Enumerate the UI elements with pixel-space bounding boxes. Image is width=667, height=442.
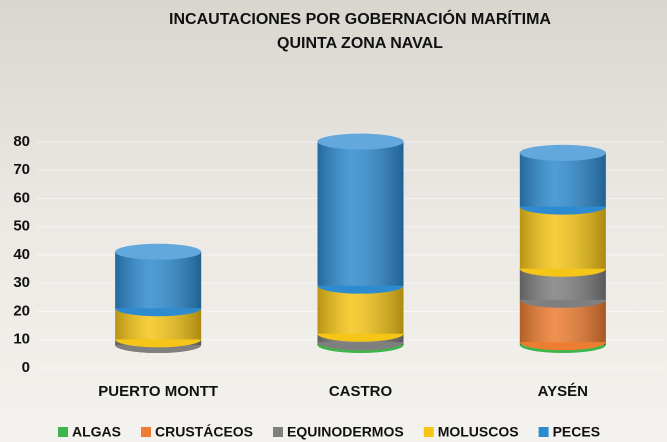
- cylinder-segment: [519, 206, 606, 277]
- cylinder-segment: [317, 285, 404, 342]
- cylinder-segment: [519, 152, 606, 215]
- cylinder-top-light: [317, 133, 404, 150]
- bar-shade: [519, 152, 606, 207]
- cylinder-top: [519, 144, 606, 161]
- bar-shade: [115, 251, 202, 309]
- cylinder-top-light: [519, 144, 606, 161]
- y-tick-label: 80: [13, 133, 30, 150]
- legend-label: EQUINODERMOS: [287, 424, 404, 440]
- y-tick-label: 60: [13, 189, 30, 206]
- y-tick-label: 30: [13, 274, 30, 291]
- y-tick-label: 70: [13, 161, 30, 178]
- legend-label: MOLUSCOS: [438, 424, 519, 440]
- legend-label: CRUSTÁCEOS: [155, 424, 253, 440]
- y-tick-label: 10: [13, 331, 30, 348]
- y-tick-label: 0: [22, 359, 30, 376]
- cylinder-segment: [115, 251, 202, 317]
- legend-swatch: [538, 427, 549, 437]
- y-tick-label: 40: [13, 246, 30, 263]
- y-tick-label: 50: [13, 218, 30, 235]
- legend-label: PECES: [553, 424, 600, 440]
- x-tick-label: CASTRO: [329, 383, 393, 400]
- y-tick-label: 20: [13, 302, 30, 319]
- bar-shade: [317, 141, 404, 286]
- legend-swatch: [273, 427, 284, 437]
- bar-shade: [519, 206, 606, 269]
- chart-title: INCAUTACIONES POR GOBERNACIÓN MARÍTIMA: [169, 9, 551, 28]
- cylinder-top: [317, 133, 404, 150]
- legend-swatch: [141, 427, 151, 437]
- cylinder-segment: [317, 141, 404, 294]
- bar-shade: [317, 285, 404, 334]
- legend-swatch: [58, 427, 68, 437]
- cylinder-top-light: [115, 243, 202, 260]
- x-tick-label: AYSÉN: [538, 383, 588, 400]
- legend-label: ALGAS: [72, 424, 121, 440]
- cylinder-top: [115, 243, 202, 260]
- chart-subtitle: QUINTA ZONA NAVAL: [277, 35, 443, 52]
- legend-swatch: [423, 427, 434, 437]
- x-tick-label: PUERTO MONTT: [98, 383, 218, 400]
